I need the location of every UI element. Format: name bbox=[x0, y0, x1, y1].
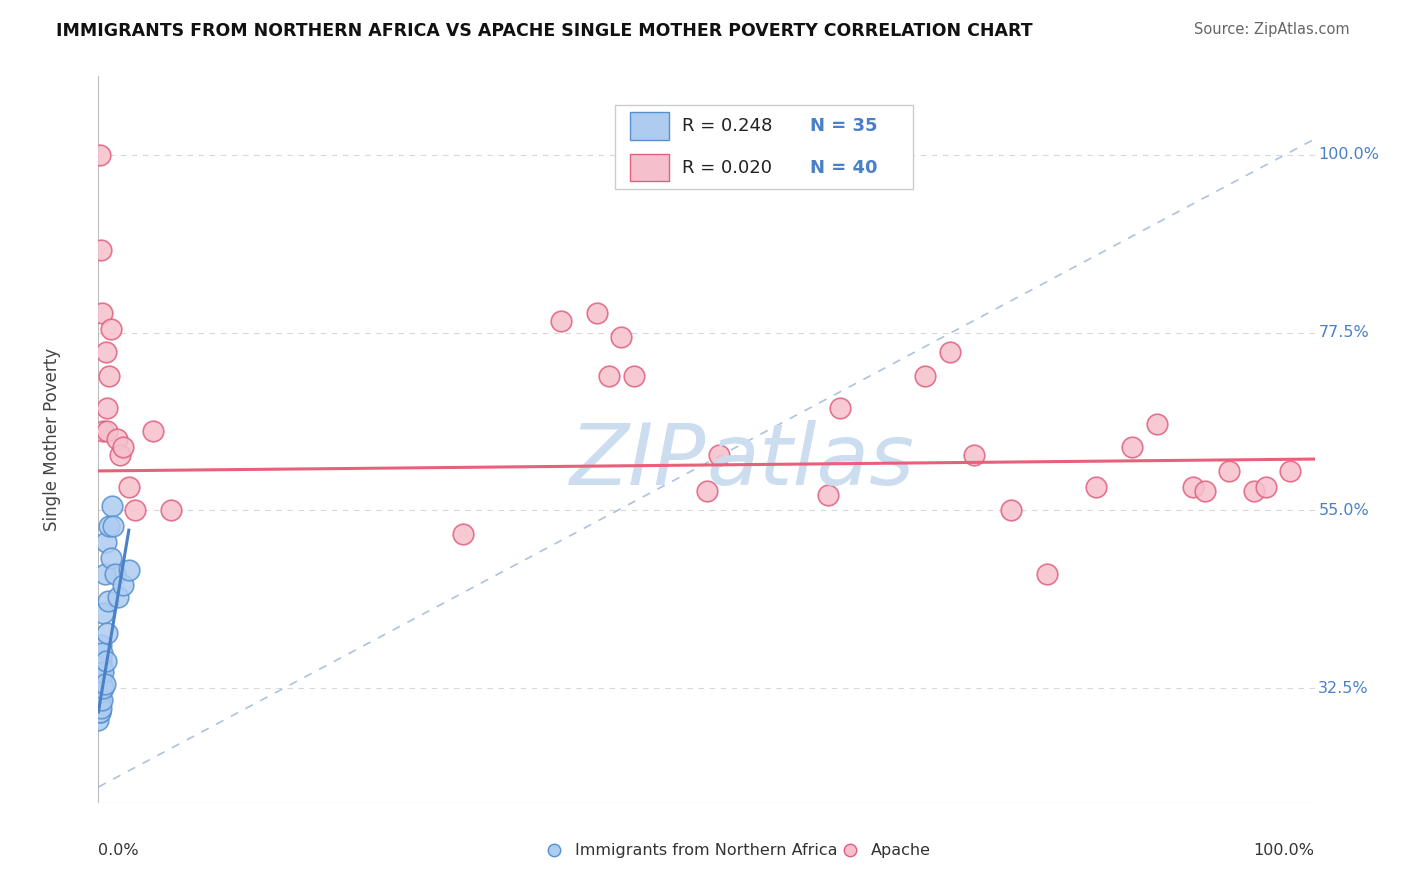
Point bbox=[104, 566, 127, 581]
Point bbox=[97, 594, 120, 608]
Point bbox=[101, 500, 124, 514]
Point bbox=[610, 329, 633, 343]
Point bbox=[696, 483, 718, 498]
Point bbox=[124, 503, 146, 517]
Point bbox=[105, 433, 128, 447]
Point bbox=[89, 705, 111, 719]
Text: Source: ZipAtlas.com: Source: ZipAtlas.com bbox=[1194, 22, 1350, 37]
Point bbox=[89, 665, 111, 680]
Point bbox=[830, 401, 852, 415]
Point bbox=[89, 148, 111, 162]
Point bbox=[1146, 417, 1168, 431]
Point bbox=[93, 566, 115, 581]
Point bbox=[1084, 480, 1107, 494]
Point bbox=[94, 345, 117, 359]
Point bbox=[707, 448, 730, 462]
Point bbox=[90, 243, 112, 257]
Point bbox=[1254, 480, 1277, 494]
Point bbox=[817, 488, 839, 502]
Point bbox=[98, 369, 121, 384]
Point bbox=[111, 578, 134, 592]
Point bbox=[1279, 464, 1302, 478]
Text: N = 40: N = 40 bbox=[810, 159, 877, 177]
Point bbox=[87, 685, 110, 699]
Text: atlas: atlas bbox=[707, 419, 914, 502]
Point bbox=[96, 401, 118, 415]
Point bbox=[94, 535, 117, 549]
Point bbox=[91, 693, 114, 707]
Point bbox=[90, 638, 112, 652]
Point bbox=[1182, 480, 1205, 494]
Point bbox=[91, 606, 114, 620]
Point bbox=[963, 448, 986, 462]
Point bbox=[91, 665, 114, 680]
Point bbox=[91, 306, 114, 320]
Point bbox=[93, 677, 115, 691]
Point bbox=[91, 681, 114, 696]
Point bbox=[90, 669, 112, 683]
Text: 55.0%: 55.0% bbox=[1319, 503, 1369, 518]
Point bbox=[118, 480, 141, 494]
Point bbox=[453, 527, 475, 541]
Point bbox=[90, 654, 112, 668]
Point bbox=[100, 321, 122, 335]
Point bbox=[91, 646, 114, 660]
Text: 77.5%: 77.5% bbox=[1319, 325, 1369, 340]
Text: Immigrants from Northern Africa: Immigrants from Northern Africa bbox=[575, 843, 838, 857]
Text: ZIP: ZIP bbox=[571, 419, 707, 502]
Point bbox=[118, 563, 141, 577]
Point bbox=[160, 503, 183, 517]
Point bbox=[1218, 464, 1240, 478]
Point bbox=[914, 369, 936, 384]
Text: Apache: Apache bbox=[870, 843, 931, 857]
Point bbox=[90, 685, 112, 699]
Text: 32.5%: 32.5% bbox=[1319, 681, 1369, 696]
Point bbox=[939, 345, 962, 359]
Point bbox=[91, 661, 114, 675]
Point bbox=[96, 425, 118, 439]
Point bbox=[598, 369, 620, 384]
Point bbox=[89, 693, 111, 707]
Point bbox=[89, 689, 111, 703]
Text: R = 0.248: R = 0.248 bbox=[682, 117, 772, 135]
Point bbox=[1036, 566, 1059, 581]
Point bbox=[98, 519, 121, 533]
Point bbox=[586, 306, 609, 320]
Text: Single Mother Poverty: Single Mother Poverty bbox=[44, 348, 62, 531]
Point bbox=[94, 654, 117, 668]
Text: 0.0%: 0.0% bbox=[98, 843, 139, 858]
Text: R = 0.020: R = 0.020 bbox=[682, 159, 772, 177]
Point bbox=[1121, 440, 1143, 454]
Text: 100.0%: 100.0% bbox=[1254, 843, 1315, 858]
Text: N = 35: N = 35 bbox=[810, 117, 877, 135]
Point bbox=[91, 425, 114, 439]
Point bbox=[90, 701, 112, 715]
Point bbox=[1000, 503, 1022, 517]
Point bbox=[142, 425, 165, 439]
Point bbox=[107, 591, 129, 605]
Point bbox=[89, 681, 111, 696]
Point bbox=[96, 626, 118, 640]
Point bbox=[100, 550, 122, 565]
Point bbox=[101, 519, 124, 533]
Point bbox=[1243, 483, 1265, 498]
Point bbox=[1194, 483, 1216, 498]
FancyBboxPatch shape bbox=[630, 153, 669, 181]
Point bbox=[87, 697, 110, 711]
Point bbox=[87, 713, 110, 727]
Text: IMMIGRANTS FROM NORTHERN AFRICA VS APACHE SINGLE MOTHER POVERTY CORRELATION CHAR: IMMIGRANTS FROM NORTHERN AFRICA VS APACH… bbox=[56, 22, 1033, 40]
Text: 100.0%: 100.0% bbox=[1319, 147, 1379, 162]
Point bbox=[111, 440, 134, 454]
FancyBboxPatch shape bbox=[630, 112, 669, 140]
Point bbox=[623, 369, 645, 384]
FancyBboxPatch shape bbox=[616, 105, 914, 188]
Point bbox=[110, 448, 132, 462]
Point bbox=[91, 677, 114, 691]
Point bbox=[89, 705, 111, 719]
Point bbox=[550, 314, 572, 328]
